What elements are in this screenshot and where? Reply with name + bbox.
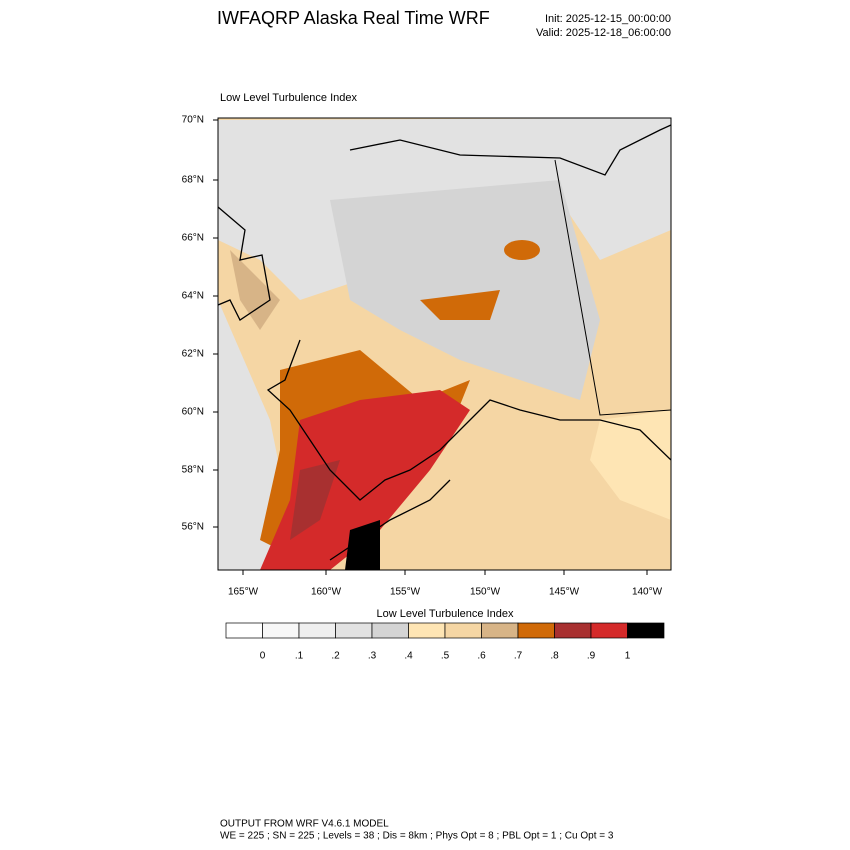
colorbar-box [371,622,409,639]
lat-label: 56°N [182,522,204,533]
valid-time: Valid: 2025-12-18_06:00:00 [536,27,671,39]
tan-region [230,250,280,330]
colorbar-label: .4 [404,651,413,662]
lat-label: 70°N [182,115,204,126]
lat-label: 64°N [182,291,204,302]
colorbar-box [517,622,555,639]
lon-label: 155°W [390,587,421,598]
map-frame [217,117,672,571]
footer-line: WE = 225 ; SN = 225 ; Levels = 38 ; Dis … [220,831,614,842]
footer-line: OUTPUT FROM WRF V4.6.1 MODEL [220,819,389,830]
map-title: Low Level Turbulence Index [220,92,357,104]
colorbar-label: .8 [550,651,559,662]
lon-label: 145°W [549,587,580,598]
lon-label: 150°W [470,587,501,598]
colorbar-box [408,622,446,639]
colorbar-label: .7 [514,651,523,662]
colorbar-box [225,622,263,639]
colorbar-box [481,622,519,639]
colorbar-box [627,622,665,639]
init-time: Init: 2025-12-15_00:00:00 [545,13,671,25]
colorbar-label: 0 [260,651,266,662]
colorbar-label: .3 [368,651,377,662]
coastline [218,124,671,561]
lat-label: 68°N [182,175,204,186]
gray-region [330,180,600,400]
colorbar-label: .6 [477,651,486,662]
lat-label: 60°N [182,407,204,418]
colorbar-box [444,622,482,639]
colorbar-box [590,622,628,639]
colorbar-label: .9 [587,651,596,662]
lon-label: 140°W [632,587,663,598]
colorbar-label: .5 [441,651,450,662]
figure-title: IWFAQRP Alaska Real Time WRF [217,8,490,28]
lat-label: 66°N [182,233,204,244]
dark-red-region [290,460,340,540]
colorbar-box [554,622,592,639]
colorbar-box [335,622,373,639]
lat-label: 58°N [182,465,204,476]
colorbar-title: Low Level Turbulence Index [377,608,514,620]
lon-label: 160°W [311,587,342,598]
light-region [590,410,671,520]
colorbar-box [262,622,300,639]
lat-label: 62°N [182,349,204,360]
colorbar-box [298,622,336,639]
border [554,159,671,416]
colorbar-label: 1 [625,651,631,662]
lon-label: 165°W [228,587,259,598]
orange-region [420,290,500,320]
colorbar-label: .1 [295,651,304,662]
orange-region [504,240,540,260]
colorbar-label: .2 [331,651,340,662]
map [217,117,672,571]
